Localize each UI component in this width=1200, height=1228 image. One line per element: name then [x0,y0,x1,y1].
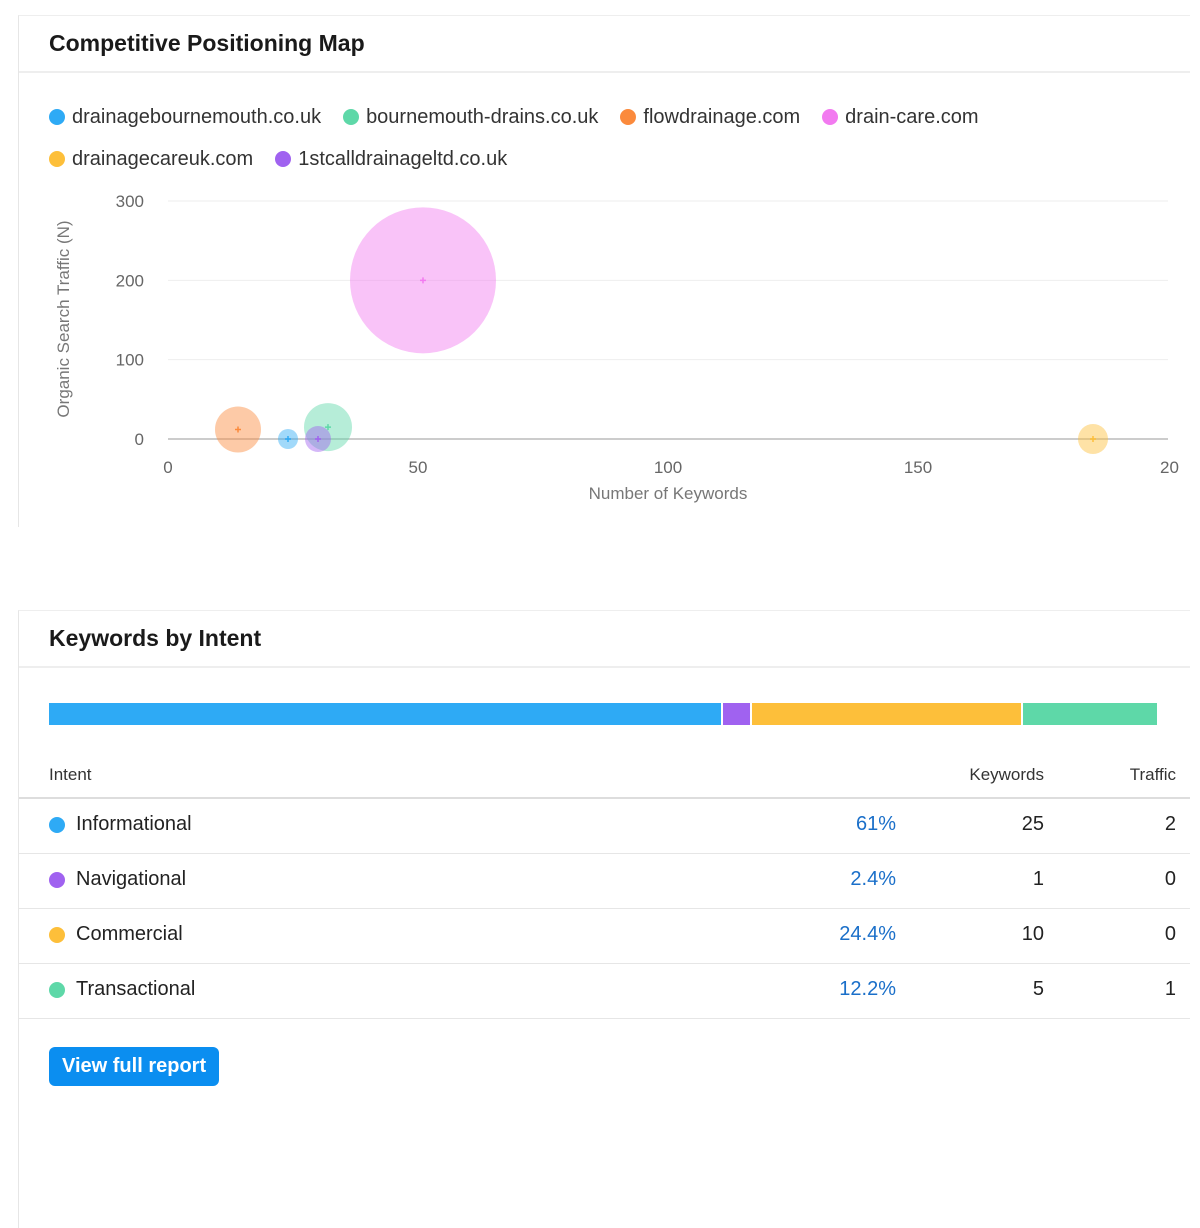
legend-item[interactable]: drainagebournemouth.co.uk [49,104,321,130]
legend-label: flowdrainage.com [643,105,801,128]
card-title: Competitive Positioning Map [19,16,1190,73]
intent-keywords: 10 [1021,923,1044,945]
x-tick-label: 150 [904,458,932,477]
x-tick-label: 20 [1160,458,1179,477]
x-tick-label: 0 [163,458,172,477]
table-row: Commercial 24.4% 10 0 [19,909,1190,964]
intent-bar-segment[interactable] [751,703,1021,725]
legend-dot-icon [49,109,65,125]
bubble-chart: 0 100 200 300 0 50 100 150 20 Number of Keywords O… [54,192,1179,503]
bubble-center-marker [315,436,321,442]
intent-bar-segment[interactable] [49,703,722,725]
intent-percent[interactable]: 2.4% [850,868,896,890]
table-row: Transactional 12.2% 5 1 [19,964,1190,1019]
intent-label: Navigational [76,868,187,890]
legend-label: drain-care.com [845,105,979,128]
legend-dot-icon [343,109,360,125]
intent-label: Informational [76,813,192,835]
competitive-positioning-card: Competitive Positioning Map drainagebour… [18,15,1190,527]
table-row: Informational 61% 25 2 [19,799,1190,854]
x-tick-label: 50 [409,458,428,477]
intent-traffic: 0 [1164,868,1176,890]
legend-label: bournemouth-drains.co.uk [366,105,599,128]
y-tick-label: 0 [135,430,144,449]
table-row: Navigational 2.4% 1 0 [19,854,1190,909]
keywords-by-intent-card: Keywords by Intent Intent Keywords Traff… [18,610,1190,1228]
intent-bar-segment[interactable] [1022,703,1157,725]
intent-dot-icon [49,817,65,833]
x-axis-label: Number of Keywords [589,484,748,503]
header-traffic: Traffic [1129,765,1176,784]
legend-item[interactable]: 1stcalldrainageltd.co.uk [275,146,507,172]
view-full-report-button[interactable]: View full report [49,1047,220,1086]
bubble-center-marker [420,277,426,284]
y-axis-label: Organic Search Traffic (N) [54,220,73,417]
intent-label: Commercial [76,923,183,945]
legend-label: drainagebournemouth.co.uk [72,105,322,128]
chart-legend: drainagebournemouth.co.uk bournemouth-dra… [49,104,1149,172]
legend-dot-icon [275,151,292,167]
legend-item[interactable]: drain-care.com [822,104,979,130]
x-tick-label: 100 [654,458,682,477]
bubble-center-marker [235,426,241,433]
intent-bar-segment[interactable] [723,703,750,725]
header-intent: Intent [49,765,92,784]
intent-keywords: 25 [1021,813,1044,835]
legend-label: 1stcalldrainageltd.co.uk [298,147,508,170]
y-tick-label: 100 [116,351,144,370]
legend-item[interactable]: bournemouth-drains.co.uk [343,104,598,130]
intent-distribution-bar [49,703,1159,725]
intent-keywords: 5 [1032,978,1044,1000]
intent-dot-icon [49,872,65,888]
intent-percent[interactable]: 61% [855,813,896,835]
intent-traffic: 1 [1164,978,1176,1000]
bubble-center-marker [325,424,331,431]
card-title: Keywords by Intent [19,611,1190,668]
intent-keywords: 1 [1032,868,1044,890]
legend-label: drainagecareuk.com [72,147,254,170]
bubble-center-marker [1090,436,1096,442]
intent-dot-icon [49,927,65,943]
header-keywords: Keywords [969,765,1044,784]
legend-dot-icon [822,109,839,125]
intent-percent[interactable]: 24.4% [839,923,896,945]
y-tick-label: 200 [116,271,144,290]
intent-dot-icon [49,982,65,998]
bubble-center-marker [285,436,291,442]
legend-dot-icon [49,151,65,167]
legend-dot-icon [620,109,637,125]
table-header: Intent Keywords Traffic [19,761,1190,799]
intent-traffic: 0 [1164,923,1176,945]
intent-traffic: 2 [1164,813,1176,835]
intent-percent[interactable]: 12.2% [839,978,896,1000]
legend-item[interactable]: drainagecareuk.com [49,146,253,172]
y-tick-label: 300 [116,192,144,211]
legend-item[interactable]: flowdrainage.com [620,104,800,130]
intent-label: Transactional [76,978,196,1000]
